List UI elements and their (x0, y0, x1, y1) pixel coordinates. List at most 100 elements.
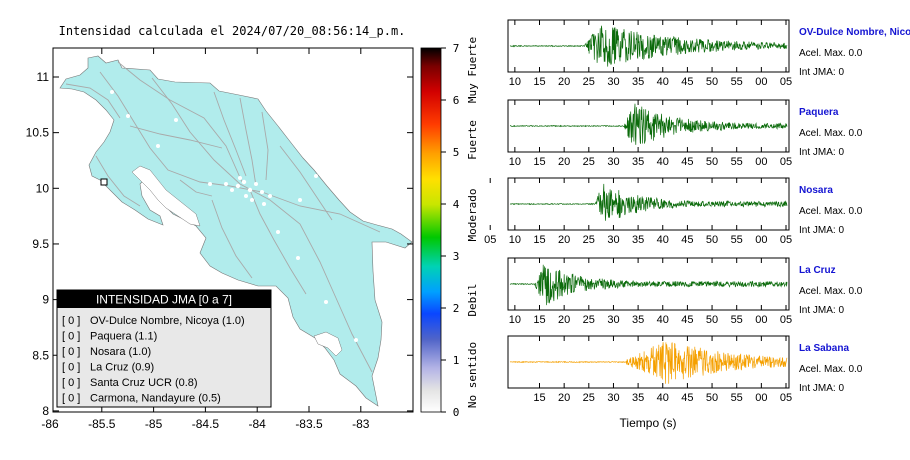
station-intensity: Int JMA: 0 (799, 305, 844, 316)
colorbar-tick: 5 (453, 146, 460, 159)
colorbar-ticks: 0 1 2 3 4 5 6 7 (441, 42, 460, 419)
seismogram-tick-label: 05 (780, 314, 792, 326)
map-axes: -86 -85.5 -85 -84.5 -84 -83.5 -83 11 10.5 10 9.5 9 8… (26, 48, 413, 431)
map-title: Intensidad calculada el 2024/07/20_08:56… (59, 24, 406, 38)
seismogram-tick-label: 40 (657, 76, 669, 88)
seismogram-tick-label: 40 (657, 156, 669, 168)
seismogram-tick-label: 15 (533, 392, 545, 404)
map-y-tick: 8.5 (32, 348, 49, 362)
seismogram-tick-label: 25 (583, 234, 595, 246)
legend-item-level: [ 0 ] (62, 315, 80, 327)
seismogram-tick-label: 30 (607, 392, 619, 404)
map-y-tick: 10 (36, 181, 50, 195)
map-y-tick: 10.5 (26, 126, 50, 140)
seismogram-tick-label: 00 (755, 156, 767, 168)
seismogram-tick-label: 45 (681, 392, 693, 404)
station-accel: Acel. Max. 0.0 (799, 128, 863, 139)
seismogram-tick-label: 30 (607, 156, 619, 168)
seismogram-tick-label: 30 (607, 314, 619, 326)
seismogram-tick-label: 00 (755, 234, 767, 246)
seismogram-tick-label: 00 (755, 392, 767, 404)
seismogram-tick-label: 05 (780, 76, 792, 88)
seismogram-tick-label: 55 (731, 314, 743, 326)
time-axis-label: Tiempo (s) (620, 416, 677, 430)
legend-item-level: [ 0 ] (62, 362, 80, 374)
legend-box (56, 289, 272, 408)
colorbar-tick: 0 (453, 406, 460, 419)
seismogram-tick-label: 40 (657, 314, 669, 326)
seismogram-tick-label: 20 (558, 76, 570, 88)
station-intensity: Int JMA: 0 (799, 147, 844, 158)
legend-item-level: [ 0 ] (62, 393, 80, 405)
seismogram-tick-label: 05 (780, 392, 792, 404)
seismogram-tick-label: 25 (583, 76, 595, 88)
seismogram-tick-label: 10 (509, 156, 521, 168)
map-x-tick: -83 (352, 417, 370, 431)
costa-rica-land (59, 55, 413, 407)
seismogram-tick-label: 25 (583, 314, 595, 326)
seismogram-tick-label: 50 (706, 234, 718, 246)
seismogram-tick-label: 45 (681, 234, 693, 246)
seismogram-tick-label: 15 (533, 76, 545, 88)
intensity-colorbar (420, 47, 442, 413)
seismogram-tick-label: 35 (632, 234, 644, 246)
station-accel: Acel. Max. 0.0 (799, 364, 863, 375)
seismogram-trace (509, 103, 788, 145)
legend-item-name: Santa Cruz UCR (0.8) (90, 377, 198, 389)
seismogram-tick-label: 20 (558, 156, 570, 168)
seismogram-tick-label: 55 (731, 392, 743, 404)
legend-item-name: La Cruz (0.9) (90, 362, 154, 374)
seismogram-tick-label: 35 (632, 76, 644, 88)
legend-item-name: Paquera (1.1) (90, 331, 157, 343)
seismogram-panel: 15 20 25 30 35 40 45 50 55 00 05 La Sabana Acel. Max… (507, 335, 863, 404)
colorbar-tick: 2 (453, 302, 460, 315)
seismogram-trace (509, 183, 788, 221)
map-x-tick: -84 (249, 417, 267, 431)
station-marker (100, 178, 108, 186)
map-y-tick: 11 (37, 70, 50, 84)
seismogram-tick-label: 15 (533, 314, 545, 326)
seismogram-tick-label: 55 (731, 156, 743, 168)
seismogram-tick-label: 05 (484, 234, 496, 246)
seismogram-tick-label: 50 (706, 76, 718, 88)
map-x-tick: -84.5 (192, 417, 220, 431)
legend-header (57, 290, 271, 308)
seismogram-panels: 10 15 20 25 30 35 40 45 50 55 00 05 OV-Dulce Nombre,… (484, 19, 910, 404)
seismogram-trace (509, 342, 788, 384)
seismogram-tick-label: 55 (731, 234, 743, 246)
seismogram-trace (509, 264, 788, 306)
seismogram-tick-label: 35 (632, 392, 644, 404)
legend-item-level: [ 0 ] (62, 377, 80, 389)
seismogram-tick-label: 55 (731, 76, 743, 88)
seismogram-tick-label: 30 (607, 234, 619, 246)
seismogram-panel: 10 15 20 25 30 35 40 45 50 55 00 05 Paquera Acel. Max… (507, 99, 863, 168)
legend-item-name: OV-Dulce Nombre, Nicoya (1.0) (90, 315, 245, 327)
legend-item-name: Carmona, Nandayure (0.5) (90, 393, 221, 405)
map-y-tick: 9.5 (32, 237, 49, 251)
seismogram-tick-label: 35 (632, 314, 644, 326)
seismogram-tick-label: 05 (780, 234, 792, 246)
seismogram-tick-label: 00 (755, 76, 767, 88)
seismogram-tick-label: 40 (657, 392, 669, 404)
station-intensity: Int JMA: 0 (799, 383, 844, 394)
colorbar-tick: 7 (453, 42, 460, 55)
station-name: Paquera (799, 107, 839, 118)
intensity-legend: INTENSIDAD JMA [0 a 7] [ 0 ] OV-Dulce Nom… (56, 289, 272, 408)
seismogram-tick-label: 10 (509, 234, 521, 246)
seismogram-tick-label: 00 (755, 314, 767, 326)
seismogram-tick-label: 20 (558, 314, 570, 326)
dulce-gulf (313, 331, 343, 357)
station-name: Nosara (799, 185, 833, 196)
seismogram-tick-label: 50 (706, 392, 718, 404)
seismogram-tick-label: 15 (533, 156, 545, 168)
station-intensity: Int JMA: 0 (799, 225, 844, 236)
colorbar-tick: 6 (453, 94, 460, 107)
legend-items: [ 0 ] OV-Dulce Nombre, Nicoya (1.0) [ 0 ] P… (62, 315, 245, 405)
seismogram-tick-label: 45 (681, 314, 693, 326)
seismogram-panel: 10 15 20 25 30 35 40 45 50 55 00 05 La Cruz Acel. Max… (507, 257, 863, 326)
colorbar-tick: 1 (453, 354, 460, 367)
seismogram-tick-label: 45 (681, 76, 693, 88)
seismogram-tick-label: 10 (509, 76, 521, 88)
map-x-tick: -85 (145, 417, 163, 431)
